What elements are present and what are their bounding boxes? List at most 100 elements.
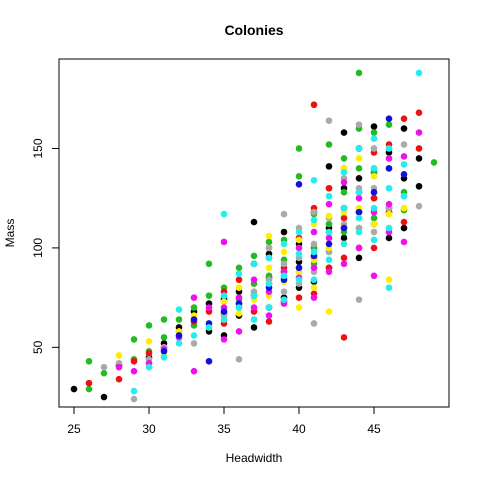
data-point [250, 292, 258, 299]
data-point [85, 357, 93, 365]
data-point [355, 145, 363, 152]
data-point [340, 260, 348, 268]
data-point [415, 129, 423, 136]
data-point [325, 192, 333, 200]
data-point [235, 310, 243, 317]
x-axis: 25 30 35 40 45 [67, 407, 381, 436]
data-point [280, 260, 288, 268]
data-point [415, 202, 423, 210]
data-point [355, 155, 363, 162]
y-axis: 50 100 150 [31, 138, 59, 354]
data-point [370, 173, 378, 180]
data-point [295, 294, 303, 301]
data-point [85, 385, 93, 393]
data-point [400, 238, 408, 246]
data-point [310, 101, 318, 109]
data-point [355, 244, 363, 252]
data-point [400, 161, 408, 168]
data-point [340, 234, 348, 242]
data-point [265, 304, 273, 311]
data-point [235, 304, 243, 311]
data-point [370, 204, 378, 212]
data-point [130, 367, 138, 375]
data-point [370, 194, 378, 202]
data-point [295, 180, 303, 188]
data-point [145, 322, 153, 329]
data-point [160, 353, 168, 361]
data-point [295, 236, 303, 244]
data-point [400, 204, 408, 212]
data-point [355, 254, 363, 262]
data-point [355, 69, 363, 77]
x-axis-label: Headwidth [226, 451, 283, 465]
data-point [370, 214, 378, 222]
data-point [340, 169, 348, 176]
x-tick-label: 45 [367, 422, 381, 436]
data-point [145, 338, 153, 345]
x-tick-label: 25 [67, 422, 81, 436]
data-point [400, 141, 408, 148]
data-point [235, 355, 243, 363]
data-point [280, 210, 288, 218]
data-point [235, 284, 243, 291]
data-point [145, 350, 153, 357]
data-point [220, 298, 228, 305]
data-point [310, 294, 318, 301]
data-point [115, 375, 123, 383]
data-point [340, 224, 348, 232]
data-point [340, 334, 348, 341]
data-point [400, 153, 408, 160]
data-point [175, 340, 183, 347]
data-point [370, 228, 378, 236]
data-point [340, 240, 348, 248]
plot-frame [58, 58, 450, 408]
data-point [220, 336, 228, 343]
data-point [130, 357, 138, 365]
data-point [205, 260, 213, 268]
data-point [385, 184, 393, 192]
data-point [295, 173, 303, 180]
data-point [415, 145, 423, 152]
data-point [235, 264, 243, 272]
data-point [250, 304, 258, 311]
data-point [370, 165, 378, 172]
data-point [400, 218, 408, 226]
data-point [280, 272, 288, 280]
data-point [385, 155, 393, 162]
data-point [205, 357, 213, 365]
data-point [385, 165, 393, 172]
y-tick-label: 50 [31, 340, 45, 354]
data-point [400, 171, 408, 178]
data-point [325, 268, 333, 276]
data-point [400, 125, 408, 132]
data-point [265, 232, 273, 240]
data-point [325, 117, 333, 124]
data-point [385, 200, 393, 208]
data-point [325, 308, 333, 315]
data-point [355, 188, 363, 196]
data-point [415, 155, 423, 162]
data-point [355, 214, 363, 222]
data-point [325, 141, 333, 148]
data-point [130, 336, 138, 343]
data-point [355, 208, 363, 216]
data-point [400, 224, 408, 232]
data-point [385, 276, 393, 284]
data-point [190, 332, 198, 339]
data-point [250, 218, 258, 226]
data-point [280, 228, 288, 236]
data-point [400, 192, 408, 200]
data-point [280, 296, 288, 303]
data-point [370, 129, 378, 136]
data-point [355, 228, 363, 236]
data-point [265, 280, 273, 288]
data-point [340, 129, 348, 136]
data-point [265, 238, 273, 246]
data-point [235, 276, 243, 284]
data-point [355, 175, 363, 182]
data-point [235, 270, 243, 278]
data-point [190, 304, 198, 311]
data-point [415, 69, 423, 77]
